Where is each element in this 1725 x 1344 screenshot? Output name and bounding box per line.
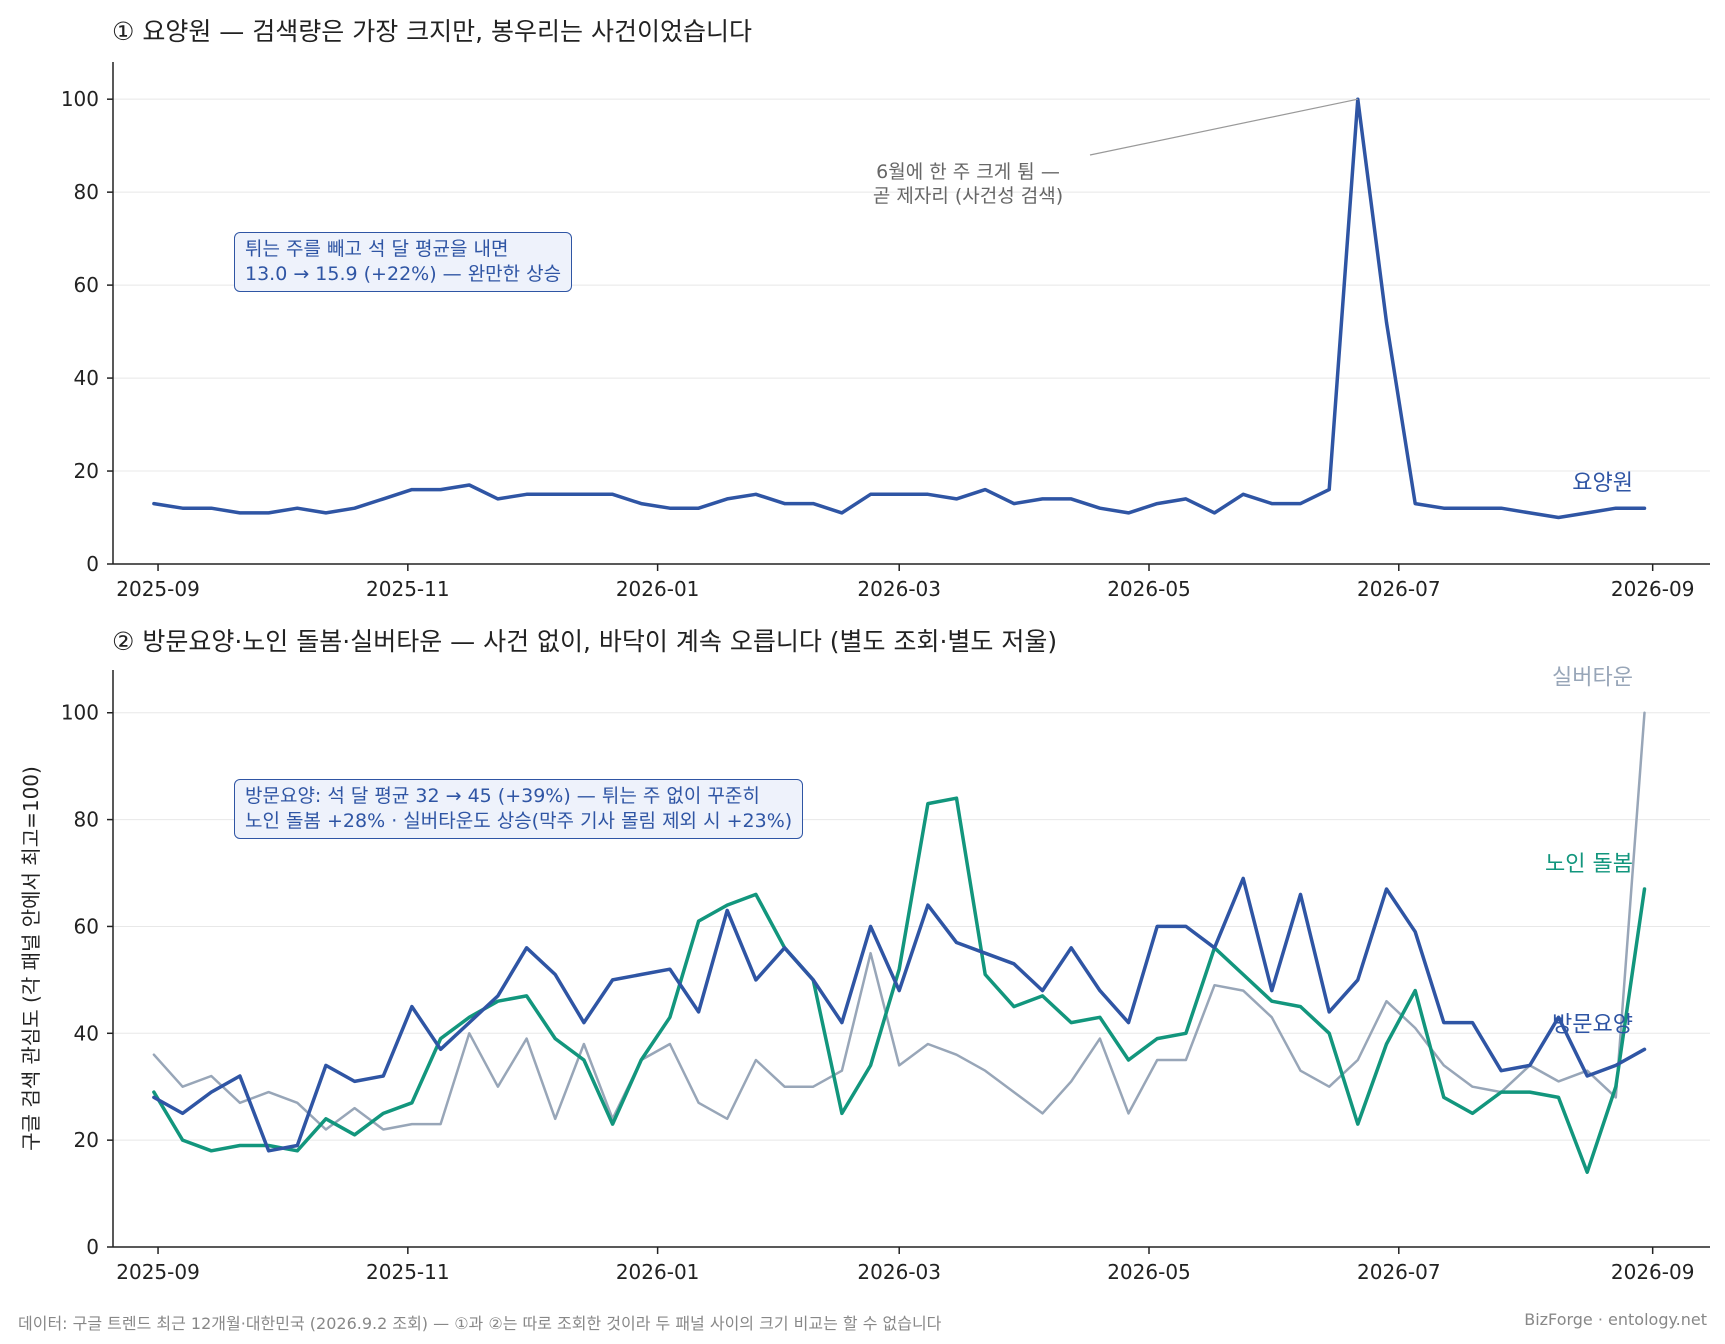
panel1-summary-box: 튀는 주를 빼고 석 달 평균을 내면 13.0 → 15.9 (+22%) —…: [234, 232, 573, 292]
series-label-실버타운: 실버타운: [1552, 666, 1633, 691]
x-tick-label: 2025-11: [366, 577, 450, 601]
panel1-summary-line2: 13.0 → 15.9 (+22%) — 완만한 상승: [245, 263, 562, 285]
y-tick-label: 80: [74, 180, 99, 204]
footer-source: 데이터: 구글 트렌드 최근 12개월·대한민국 (2026.9.2 조회) —…: [18, 1314, 942, 1333]
annotation-line1: 6월에 한 주 크게 튐 —: [876, 161, 1060, 183]
panel1-title: ① 요양원 — 검색량은 가장 크지만, 봉우리는 사건이었습니다: [112, 17, 752, 46]
x-tick-label: 2025-09: [116, 1260, 200, 1284]
y-tick-label: 100: [61, 701, 99, 725]
x-tick-label: 2026-07: [1357, 577, 1441, 601]
series-label-노인 돌봄: 노인 돌봄: [1545, 852, 1633, 877]
series-line-실버타운: [152, 711, 1646, 1131]
x-tick-label: 2026-01: [616, 577, 700, 601]
x-tick-label: 2026-01: [616, 1260, 700, 1284]
y-tick-label: 0: [86, 1235, 99, 1259]
annotation-line2: 곧 제자리 (사건성 검색): [873, 185, 1063, 207]
y-tick-label: 20: [74, 459, 99, 483]
x-tick-label: 2026-09: [1611, 577, 1695, 601]
x-tick-label: 2025-09: [116, 577, 200, 601]
panel2-summary-box: 방문요양: 석 달 평균 32 → 45 (+39%) — 튀는 주 없이 꾸준…: [234, 779, 804, 839]
x-tick-label: 2025-11: [366, 1260, 450, 1284]
x-tick-label: 2026-03: [857, 1260, 941, 1284]
footer-brand: BizForge · entology.net: [1524, 1310, 1707, 1329]
y-tick-label: 100: [61, 87, 99, 111]
panel2-summary-line2: 노인 돌봄 +28% · 실버타운도 상승(막주 기사 몰림 제외 시 +23%…: [245, 810, 793, 832]
panel2-summary-line1: 방문요양: 석 달 평균 32 → 45 (+39%) — 튀는 주 없이 꾸준…: [245, 785, 760, 807]
x-tick-label: 2026-09: [1611, 1260, 1695, 1284]
x-tick-label: 2026-03: [857, 577, 941, 601]
y-axis-label: 구글 검색 관심도 (각 패널 안에서 최고=100): [19, 766, 43, 1151]
panel2-title: ② 방문요양·노인 돌봄·실버타운 — 사건 없이, 바닥이 계속 오릅니다 (…: [112, 627, 1058, 656]
x-tick-label: 2026-05: [1107, 577, 1191, 601]
series-line-요양원: [152, 97, 1647, 520]
series-line-노인 돌봄: [152, 796, 1647, 1174]
y-tick-label: 40: [74, 366, 99, 390]
series-label-요양원: 요양원: [1572, 471, 1633, 496]
y-tick-label: 60: [74, 914, 99, 938]
y-tick-label: 60: [74, 273, 99, 297]
x-tick-label: 2026-05: [1107, 1260, 1191, 1284]
series-label-방문요양: 방문요양: [1552, 1012, 1633, 1037]
y-tick-label: 80: [74, 808, 99, 832]
y-tick-label: 20: [74, 1128, 99, 1152]
y-tick-label: 40: [74, 1021, 99, 1045]
panel1-summary-line1: 튀는 주를 빼고 석 달 평균을 내면: [245, 238, 509, 260]
series-line-방문요양: [152, 876, 1647, 1153]
x-tick-label: 2026-07: [1357, 1260, 1441, 1284]
annotation-arrow: [1089, 98, 1358, 156]
y-tick-label: 0: [86, 552, 99, 576]
